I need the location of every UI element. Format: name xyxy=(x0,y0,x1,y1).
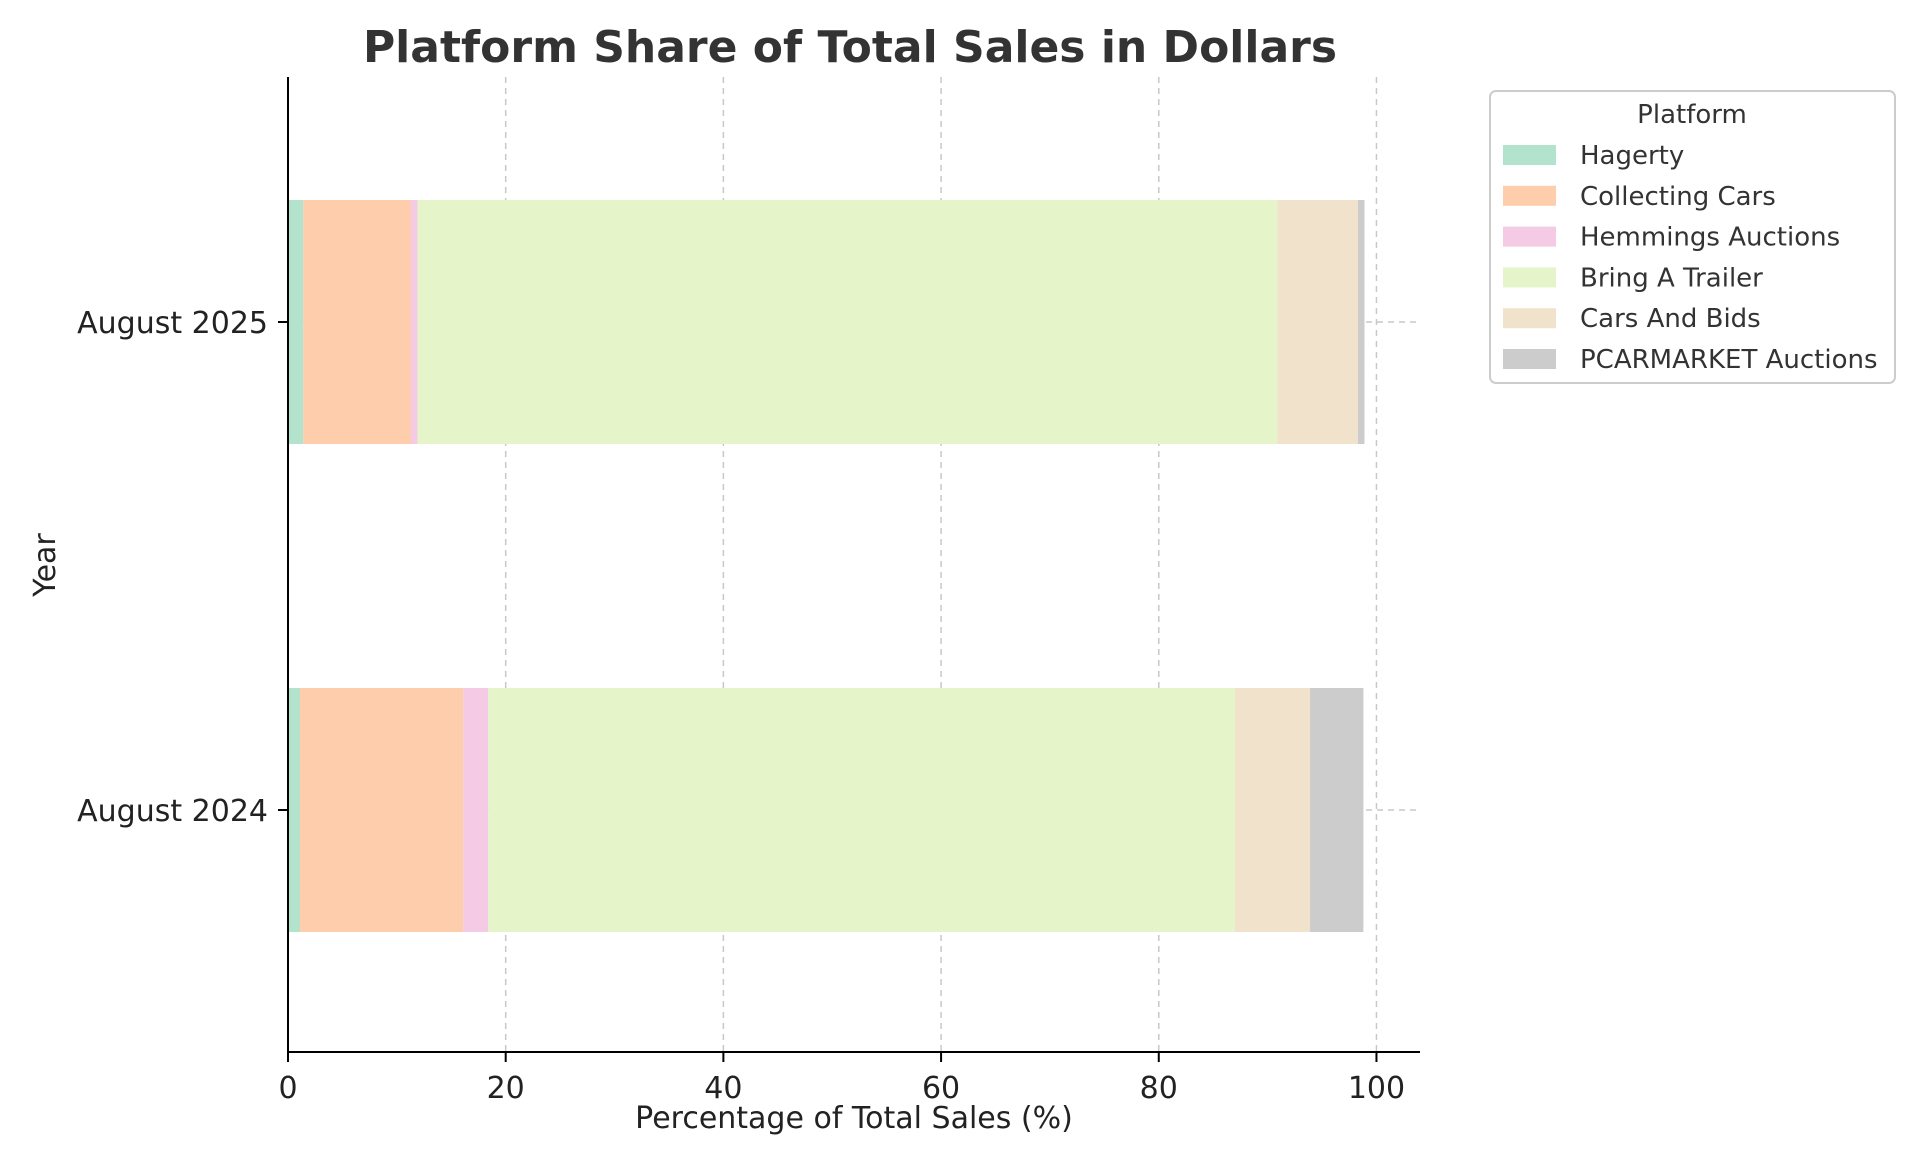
bar-segment xyxy=(303,200,411,444)
legend-swatch xyxy=(1503,267,1556,288)
legend-label: PCARMARKET Auctions xyxy=(1580,345,1878,375)
axes xyxy=(287,77,1420,1053)
x-tick-label: 80 xyxy=(1140,1071,1178,1106)
legend-label: Hagerty xyxy=(1580,141,1684,171)
x-tick-label: 20 xyxy=(487,1071,525,1106)
x-ticks: 0 20 40 60 80 100 xyxy=(278,1052,1405,1106)
bar-segment xyxy=(1277,200,1358,444)
bar-segment xyxy=(1234,688,1311,932)
x-axis-label: Percentage of Total Sales (%) xyxy=(635,1101,1073,1136)
bars xyxy=(288,200,1365,932)
y-tick-label: August 2024 xyxy=(77,794,268,829)
legend-label: Hemmings Auctions xyxy=(1580,223,1840,253)
y-tick-label: August 2025 xyxy=(77,306,268,341)
legend-swatch xyxy=(1503,349,1556,369)
legend-frame xyxy=(1489,90,1896,384)
legend-swatch xyxy=(1503,308,1556,329)
bar-segment xyxy=(417,200,1278,444)
y-ticks: August 2024 August 2025 xyxy=(77,306,288,829)
legend-label: Collecting Cars xyxy=(1580,182,1776,212)
bar-segment xyxy=(463,688,489,932)
legend-swatch xyxy=(1503,185,1556,206)
bar-segment xyxy=(1310,688,1364,932)
y-axis-label: Year xyxy=(28,533,63,598)
legend-label: Bring A Trailer xyxy=(1580,263,1763,293)
legend-title: Platform xyxy=(1637,100,1747,130)
legend: Platform Hagerty Collecting Cars Hemmings … xyxy=(1489,90,1896,384)
legend-swatch xyxy=(1503,226,1556,247)
x-tick-label: 60 xyxy=(922,1071,960,1106)
bar-segment xyxy=(410,200,418,444)
x-tick-label: 100 xyxy=(1348,1071,1405,1106)
chart-title: Platform Share of Total Sales in Dollars xyxy=(363,22,1337,73)
bar-segment xyxy=(288,200,304,444)
bar-segment xyxy=(488,688,1235,932)
bar-segment xyxy=(288,688,300,932)
x-tick-label: 40 xyxy=(704,1071,742,1106)
legend-label: Cars And Bids xyxy=(1580,304,1761,334)
bar-segment xyxy=(299,688,464,932)
legend-swatch xyxy=(1503,145,1556,165)
x-tick-label: 0 xyxy=(278,1071,297,1106)
legend-items: Hagerty Collecting Cars Hemmings Auctions B… xyxy=(1503,141,1878,375)
bar-segment xyxy=(1357,200,1365,444)
